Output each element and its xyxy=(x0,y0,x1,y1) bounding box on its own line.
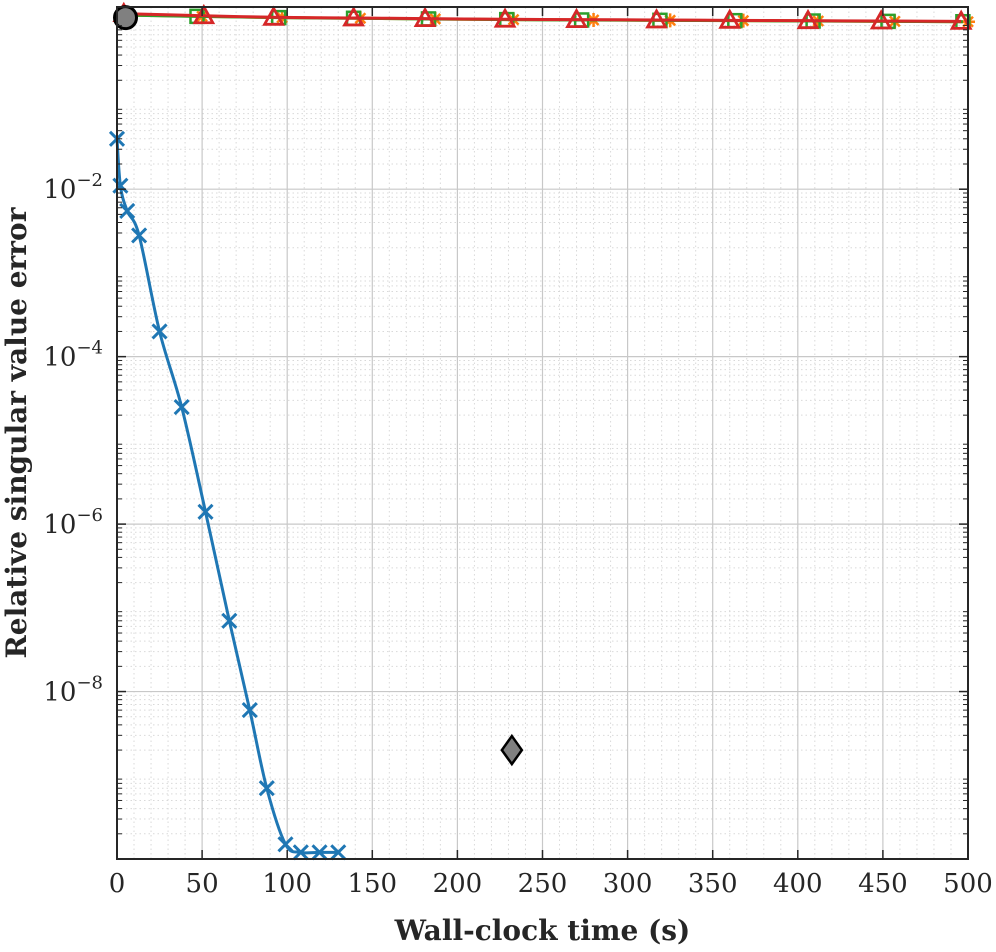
y-tick-label: 10−6 xyxy=(43,505,103,540)
marker-x xyxy=(277,836,294,853)
marker-triangle xyxy=(342,6,365,27)
series-line xyxy=(115,138,339,855)
series-3 xyxy=(112,1,973,30)
series-layer xyxy=(108,1,975,861)
marker-x xyxy=(221,612,238,629)
marker-triangle xyxy=(192,3,216,25)
x-tick-labels: 0 50 100 150 200 250 300 350 400 450 500 xyxy=(109,869,993,899)
marker-triangle xyxy=(718,8,742,29)
y-tick-label: 10−2 xyxy=(43,170,103,205)
x-tick-label: 250 xyxy=(518,869,568,899)
marker-x xyxy=(151,323,168,340)
x-tick-label: 0 xyxy=(109,869,126,899)
marker-x xyxy=(258,780,275,797)
x-tick-label: 100 xyxy=(262,869,312,899)
major-grid xyxy=(117,7,968,859)
series-line xyxy=(123,12,962,23)
y-tick-label: 10−4 xyxy=(43,338,103,373)
series-0 xyxy=(108,130,347,861)
tick-marks xyxy=(116,7,969,859)
marker-triangle xyxy=(796,8,820,30)
marker-x xyxy=(330,844,347,861)
x-tick-label: 300 xyxy=(603,869,653,899)
marker-triangle xyxy=(869,9,893,30)
marker-triangle xyxy=(413,6,437,28)
x-tick-label: 400 xyxy=(773,869,823,899)
marker-x xyxy=(292,844,309,861)
x-tick-label: 200 xyxy=(433,869,483,899)
x-tick-label: 50 xyxy=(186,869,219,899)
x-axis-title: Wall-clock time (s) xyxy=(394,914,691,947)
marker-x xyxy=(119,202,136,219)
marker-x xyxy=(311,844,328,861)
x-tick-label: 350 xyxy=(688,869,738,899)
y-tick-labels: 10−8 10−6 10−4 10−2 xyxy=(43,170,103,707)
x-tick-label: 500 xyxy=(943,869,993,899)
x-tick-label: 450 xyxy=(858,869,908,899)
x-tick-label: 150 xyxy=(347,869,397,899)
marker-triangle xyxy=(645,8,668,29)
point-diamond xyxy=(500,733,524,767)
marker-triangle xyxy=(565,7,588,29)
y-axis-title: Relative singular value error xyxy=(0,206,33,658)
marker-x xyxy=(173,398,190,416)
marker-x xyxy=(241,702,258,719)
marker-x xyxy=(197,503,214,520)
y-tick-label: 10−8 xyxy=(43,673,103,708)
marker-triangle xyxy=(493,7,517,28)
marker-triangle xyxy=(262,5,285,26)
marker-x xyxy=(112,177,129,194)
marker-x xyxy=(131,227,148,244)
marker-triangle xyxy=(949,9,973,30)
points-layer xyxy=(113,5,524,767)
